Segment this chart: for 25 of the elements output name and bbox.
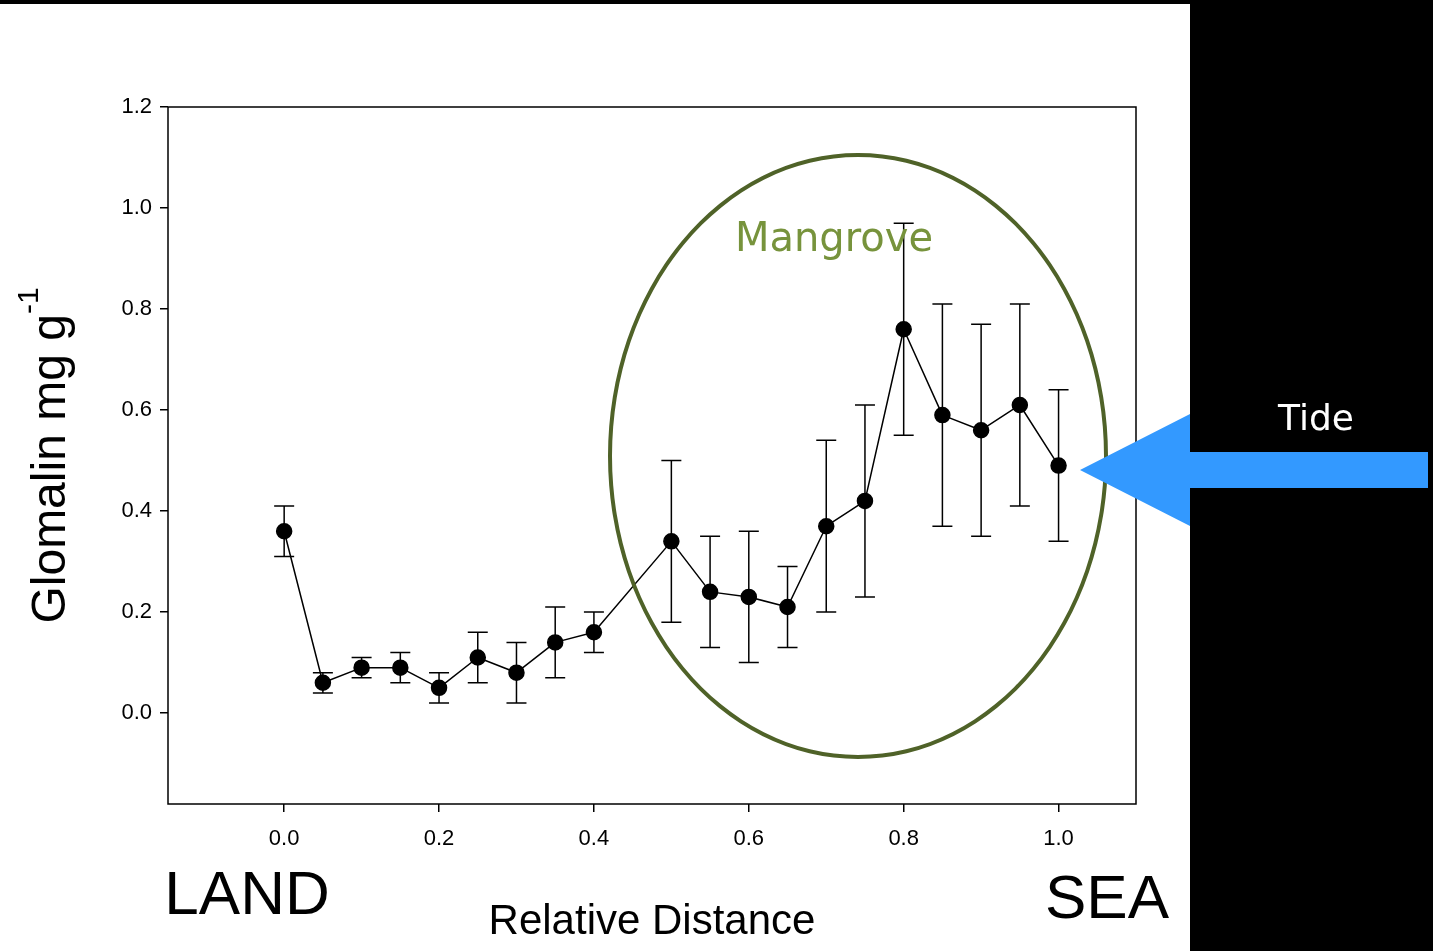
y-tick-label: 0.4 <box>121 497 152 523</box>
x-tick-label: 0.6 <box>733 825 765 851</box>
point <box>779 598 796 616</box>
x-tick-label: 0.4 <box>578 825 610 851</box>
point <box>895 320 912 338</box>
point <box>1050 457 1067 474</box>
point <box>663 533 680 550</box>
x-tick-label: 1.0 <box>1043 825 1074 851</box>
y-tick-label: 0.6 <box>121 396 152 422</box>
text: LAND <box>164 858 330 928</box>
x-tick-label: 0.0 <box>268 825 300 851</box>
point <box>392 659 409 676</box>
y-tick-label: 1.0 <box>121 194 152 220</box>
y-axis-title: Glomalin mg g-1 <box>11 287 76 624</box>
y-tick-label: 0.2 <box>121 598 152 624</box>
x-tick-label: 0.2 <box>423 825 455 851</box>
x-axis-title: Relative Distance <box>488 895 816 943</box>
y-tick-label: 1.2 <box>121 93 152 119</box>
point <box>934 406 951 424</box>
y-tick-label: 0.8 <box>121 295 152 321</box>
text: Tide <box>1277 397 1354 439</box>
y-tick-label: 0.0 <box>121 699 152 725</box>
x-tick-label: 0.8 <box>888 825 919 851</box>
point <box>508 664 525 681</box>
text: SEA <box>1044 862 1170 932</box>
